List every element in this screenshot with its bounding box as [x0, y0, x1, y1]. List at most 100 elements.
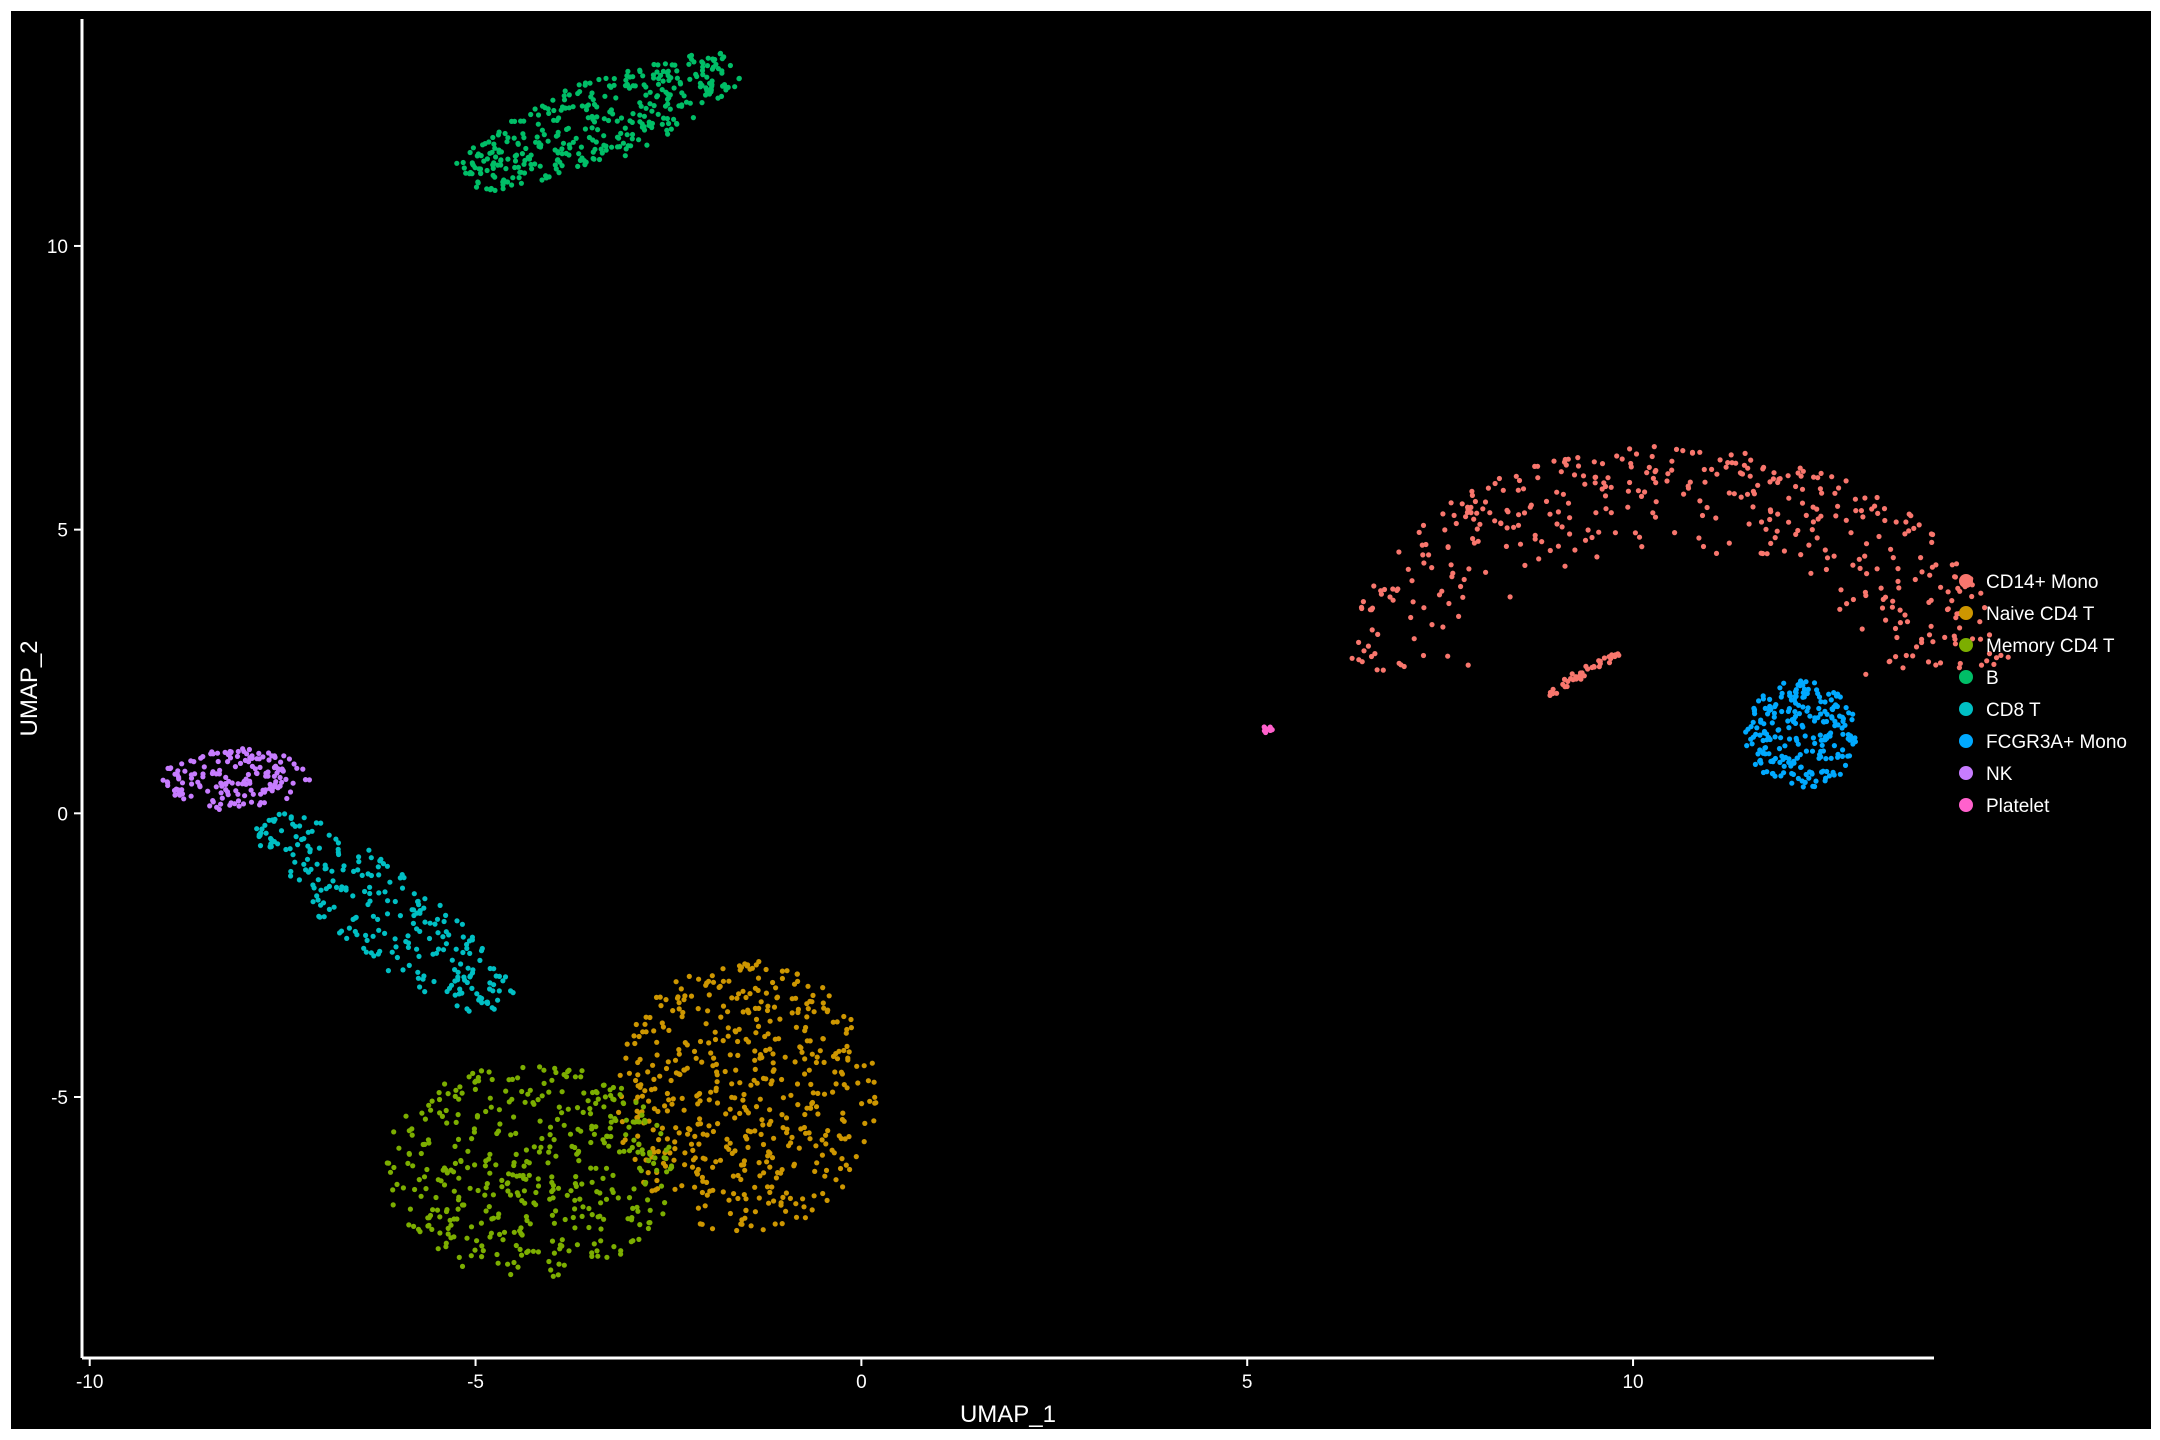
point-cd8-t — [443, 941, 449, 947]
point-fcgr3a-mono — [1748, 736, 1754, 742]
point-b — [671, 85, 677, 91]
point-memory-cd4-t — [537, 1118, 543, 1124]
point-naive-cd4-t — [655, 1148, 662, 1155]
point-cd14-mono — [1381, 586, 1388, 593]
point-naive-cd4-t — [729, 1094, 735, 1100]
point-naive-cd4-t — [752, 1057, 758, 1063]
point-cd8-t — [368, 872, 374, 879]
point-naive-cd4-t — [736, 1026, 742, 1032]
point-memory-cd4-t — [465, 1165, 471, 1171]
point-naive-cd4-t — [673, 979, 679, 985]
point-naive-cd4-t — [752, 1184, 758, 1190]
point-cd14-mono — [1817, 486, 1823, 492]
point-nk — [241, 748, 247, 755]
point-memory-cd4-t — [574, 1151, 580, 1157]
point-cd14-mono — [1977, 636, 1984, 642]
point-cd8-t — [430, 951, 436, 957]
point-naive-cd4-t — [704, 1192, 710, 1198]
point-cd14-mono — [1744, 491, 1751, 497]
point-b — [558, 107, 564, 113]
point-naive-cd4-t — [873, 1100, 879, 1106]
point-cd8-t — [410, 907, 417, 913]
point-cd8-t — [326, 883, 332, 890]
point-cd8-t — [491, 966, 497, 972]
point-cd14-mono — [1918, 555, 1924, 561]
point-naive-cd4-t — [871, 1079, 877, 1085]
point-memory-cd4-t — [570, 1214, 576, 1221]
point-cd14-mono — [1844, 601, 1850, 607]
point-nk — [278, 759, 284, 765]
point-cd14-mono — [1653, 480, 1659, 486]
point-cd14-mono — [1464, 509, 1470, 516]
point-b — [513, 152, 520, 158]
point-cd14-mono — [1758, 550, 1764, 556]
point-b — [664, 127, 670, 133]
point-naive-cd4-t — [775, 1170, 781, 1176]
point-b — [562, 105, 569, 111]
point-naive-cd4-t — [765, 1003, 771, 1009]
point-cd14-mono — [1507, 594, 1513, 600]
point-b — [699, 100, 705, 106]
point-naive-cd4-t — [678, 986, 684, 992]
point-nk — [218, 790, 224, 796]
point-nk — [261, 789, 268, 795]
point-memory-cd4-t — [497, 1121, 503, 1127]
point-naive-cd4-t — [652, 1187, 659, 1193]
point-fcgr3a-mono — [1809, 748, 1816, 754]
point-b — [579, 103, 585, 109]
point-naive-cd4-t — [807, 1105, 814, 1111]
point-naive-cd4-t — [650, 1062, 656, 1068]
point-naive-cd4-t — [752, 1128, 758, 1134]
point-naive-cd4-t — [669, 1101, 675, 1107]
point-naive-cd4-t — [801, 1204, 807, 1210]
point-naive-cd4-t — [700, 1155, 706, 1161]
point-cd8-t — [295, 842, 301, 848]
point-cd8-t — [288, 814, 294, 820]
point-memory-cd4-t — [436, 1096, 443, 1103]
point-nk — [266, 757, 272, 763]
point-b — [666, 120, 672, 127]
point-memory-cd4-t — [535, 1097, 541, 1103]
point-cd14-mono — [1450, 570, 1456, 576]
point-cd8-t — [464, 979, 470, 986]
point-b — [498, 157, 504, 163]
point-naive-cd4-t — [714, 1072, 720, 1078]
point-nk — [188, 793, 194, 799]
point-cd14-mono — [1864, 571, 1870, 577]
point-cd14-mono — [1669, 458, 1675, 464]
point-cd8-t — [304, 856, 311, 862]
point-memory-cd4-t — [435, 1246, 441, 1252]
point-fcgr3a-mono — [1823, 756, 1829, 762]
point-memory-cd4-t — [469, 1136, 475, 1142]
point-cd14-mono — [1882, 594, 1889, 600]
point-naive-cd4-t — [797, 1044, 803, 1050]
point-fcgr3a-mono — [1852, 735, 1858, 741]
point-cd14-mono — [1504, 507, 1510, 513]
point-nk — [197, 784, 203, 790]
point-memory-cd4-t — [572, 1181, 579, 1187]
point-cd14-mono — [1886, 659, 1892, 665]
point-naive-cd4-t — [732, 1115, 738, 1121]
point-b — [674, 68, 680, 74]
point-nk — [300, 766, 306, 772]
point-naive-cd4-t — [743, 994, 749, 1001]
point-naive-cd4-t — [654, 1039, 660, 1045]
point-memory-cd4-t — [499, 1177, 505, 1183]
point-naive-cd4-t — [823, 1167, 830, 1173]
point-b — [687, 100, 693, 106]
point-cd8-t — [356, 854, 362, 860]
point-memory-cd4-t — [423, 1186, 429, 1192]
point-b — [667, 106, 673, 112]
point-naive-cd4-t — [663, 1065, 670, 1072]
point-cd8-t — [435, 930, 441, 936]
point-memory-cd4-t — [539, 1135, 545, 1142]
point-nk — [192, 771, 198, 777]
point-b — [601, 142, 607, 148]
point-memory-cd4-t — [511, 1259, 517, 1266]
point-cd14-mono — [1458, 583, 1464, 590]
point-naive-cd4-t — [820, 1036, 826, 1042]
point-cd14-mono — [1969, 636, 1976, 642]
point-cd14-mono — [1372, 651, 1378, 657]
point-cd14-mono — [1808, 570, 1814, 576]
point-naive-cd4-t — [784, 968, 790, 974]
